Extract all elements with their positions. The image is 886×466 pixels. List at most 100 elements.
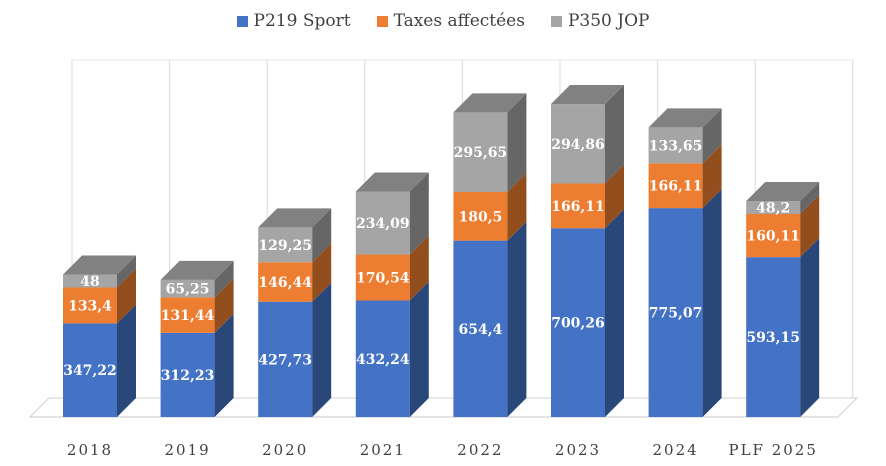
bar-side: [605, 164, 624, 229]
bar-front: [453, 191, 508, 241]
bar-front: [648, 208, 703, 417]
data-label: 131,44: [161, 308, 215, 324]
legend-label-taxes: Taxes affectées: [393, 11, 525, 31]
data-label: 295,65: [454, 145, 508, 161]
bar-side: [507, 172, 527, 241]
bar-top: [648, 108, 722, 128]
data-label: 700,26: [551, 316, 605, 332]
bar-front: [355, 300, 410, 417]
bar-top: [355, 172, 429, 192]
bar-front: [355, 254, 410, 301]
bar-front: [63, 274, 117, 288]
x-tick-label: 2019: [165, 441, 211, 459]
bar-side: [702, 108, 722, 164]
bar-front: [258, 301, 313, 417]
x-tick-label: 2021: [360, 441, 406, 459]
bar-side: [117, 304, 136, 417]
bar-front: [258, 262, 313, 302]
bar-front: [160, 332, 215, 417]
data-label: 146,44: [258, 275, 312, 291]
bar-front: [160, 297, 215, 333]
bar-front: [551, 228, 605, 417]
bar-side: [409, 172, 429, 255]
bar-front: [648, 127, 703, 164]
data-label: 234,09: [356, 216, 410, 232]
bar-side: [702, 189, 722, 417]
bar-top: [258, 208, 332, 228]
legend: P219 Sport Taxes affectées P350 JOP: [0, 11, 886, 31]
data-label: 48,2: [756, 201, 790, 217]
bar-top: [746, 182, 820, 202]
x-tick-label: 2020: [262, 441, 308, 459]
data-label: 166,11: [649, 179, 703, 195]
legend-swatch-p219: [236, 15, 248, 27]
bar-front: [160, 279, 215, 298]
data-label: 294,86: [551, 137, 605, 153]
legend-swatch-taxes: [376, 15, 388, 27]
data-label: 427,73: [258, 352, 312, 368]
legend-item-p219: P219 Sport: [236, 11, 351, 31]
data-label: 160,11: [746, 229, 800, 245]
bar-side: [507, 221, 527, 417]
bar-front: [746, 257, 801, 417]
bar-side: [312, 208, 332, 263]
bar-front: [746, 201, 801, 214]
bar-front: [258, 227, 313, 263]
data-label: 170,54: [356, 271, 410, 287]
bar-side: [507, 93, 527, 192]
bar-top: [160, 260, 234, 280]
bar-top: [551, 85, 624, 105]
bar-front: [648, 163, 703, 209]
bar-front: [746, 213, 801, 258]
bar-side: [702, 144, 722, 209]
bar-side: [800, 238, 820, 417]
x-tick-label: 2023: [555, 441, 601, 459]
x-tick-label: 2022: [457, 441, 503, 459]
bar-front: [453, 240, 508, 417]
bar-side: [214, 278, 234, 333]
data-label: 654,4: [458, 322, 502, 338]
bar-side: [312, 282, 332, 417]
data-label: 593,15: [746, 330, 800, 346]
bar-front: [355, 191, 410, 255]
legend-item-p350: P350 JOP: [550, 11, 650, 31]
bar-side: [605, 209, 624, 417]
bar-side: [117, 255, 136, 288]
bar-front: [63, 287, 117, 324]
data-label: 129,25: [258, 238, 312, 254]
legend-item-taxes: Taxes affectées: [376, 11, 525, 31]
legend-label-p350: P350 JOP: [567, 11, 650, 31]
bar-side: [800, 194, 820, 258]
x-tick-label: PLF 2025: [728, 441, 817, 459]
bar-top: [63, 255, 136, 275]
bar-front: [63, 323, 117, 417]
data-label: 432,24: [356, 352, 410, 368]
bar-front: [453, 112, 508, 192]
bar-side: [409, 281, 429, 417]
legend-swatch-p350: [550, 15, 562, 27]
bar-side: [312, 243, 332, 302]
bar-side: [214, 313, 234, 417]
bar-front: [551, 183, 605, 229]
bar-side: [605, 85, 624, 184]
data-label: 312,23: [161, 368, 215, 384]
data-label: 48: [80, 274, 99, 290]
data-label: 166,11: [551, 199, 605, 215]
data-label: 133,4: [68, 298, 112, 314]
data-label: 133,65: [649, 138, 703, 154]
bar-side: [117, 268, 136, 324]
bar-side: [214, 260, 234, 298]
bar-side: [800, 182, 820, 214]
bar-top: [453, 93, 527, 113]
data-label: 65,25: [166, 282, 210, 298]
bar-side: [409, 235, 429, 301]
data-label: 775,07: [649, 306, 703, 322]
bar-front: [551, 104, 605, 184]
data-label: 347,22: [63, 363, 117, 379]
x-tick-label: 2024: [653, 441, 699, 459]
x-tick-label: 2018: [67, 441, 113, 459]
data-label: 180,5: [458, 209, 502, 225]
legend-label-p219: P219 Sport: [253, 11, 351, 31]
